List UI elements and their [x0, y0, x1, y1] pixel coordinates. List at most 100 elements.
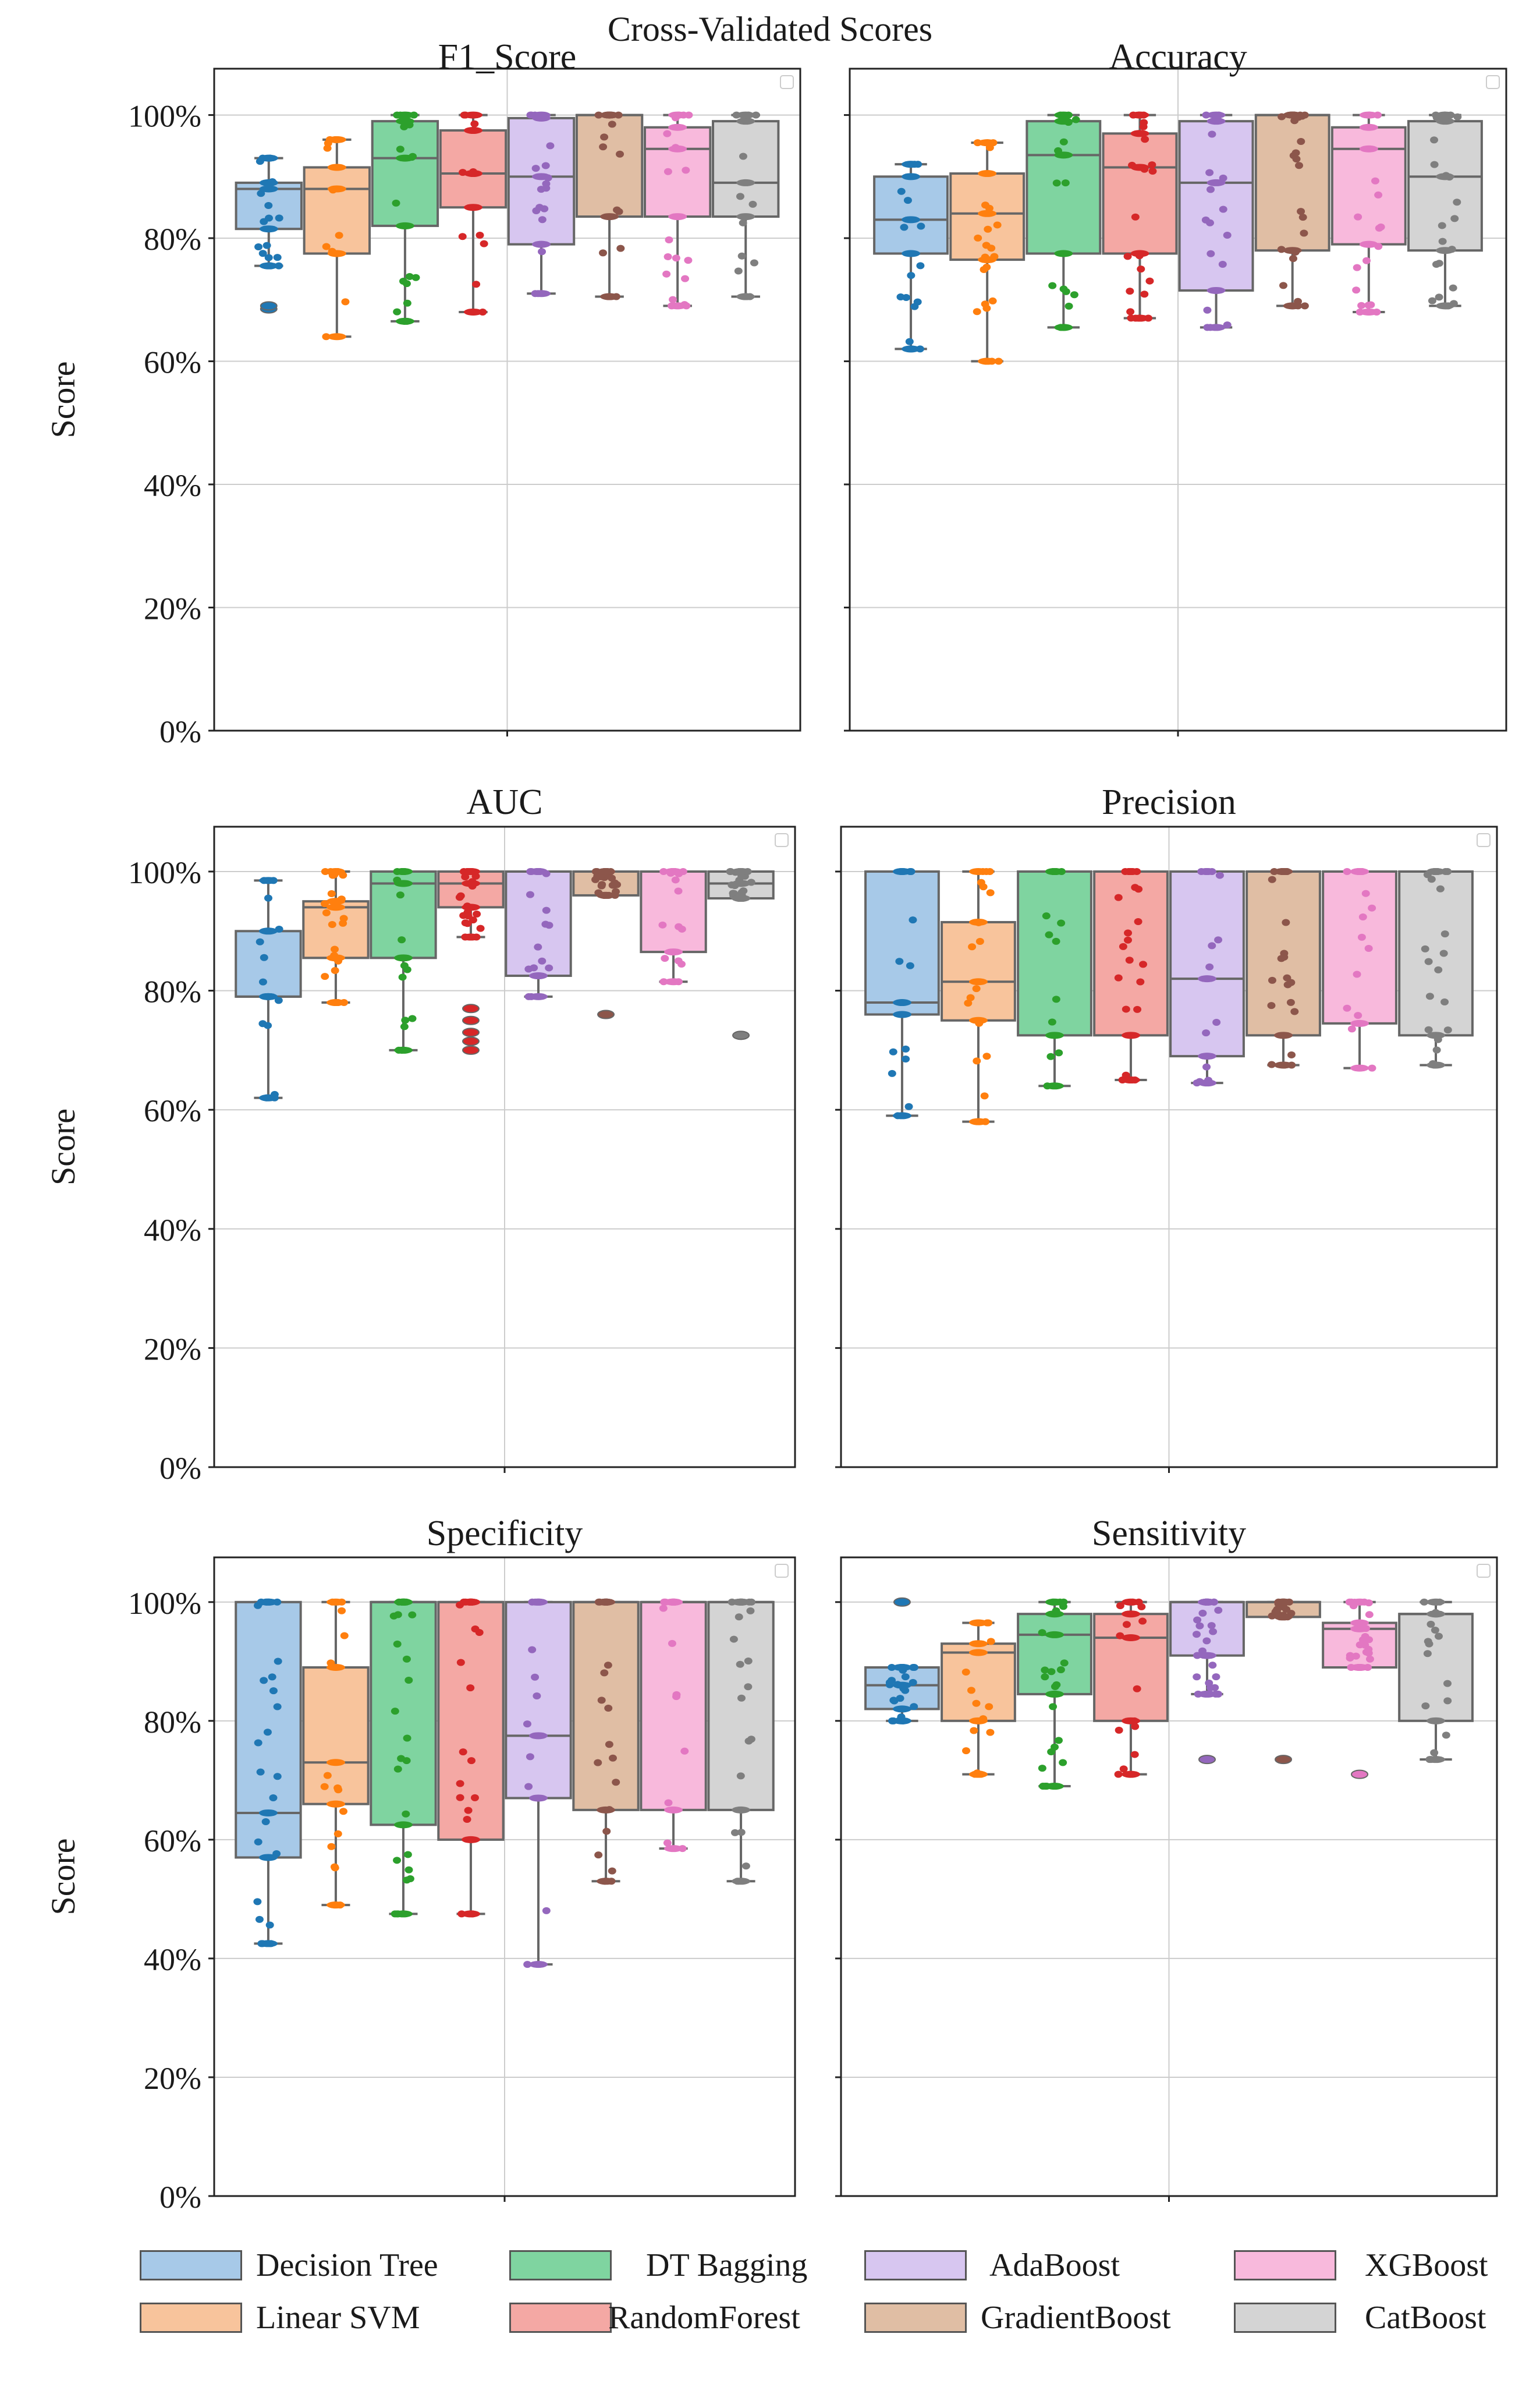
summary-point [259, 185, 278, 193]
strip-point [604, 1662, 612, 1669]
strip-point [253, 1898, 262, 1906]
strip-point [398, 973, 407, 981]
strip-point [1045, 931, 1053, 938]
summary-point [968, 1770, 988, 1778]
strip-point [917, 222, 925, 230]
legend-label: CatBoost [1365, 2300, 1486, 2336]
strip-point [254, 1838, 262, 1846]
summary-point [1121, 1770, 1140, 1778]
strip-point [1047, 1668, 1056, 1676]
y-tick-label: 80% [144, 975, 201, 1010]
strip-point [1192, 1631, 1201, 1638]
summary-point [1198, 975, 1217, 983]
summary-point [1198, 1079, 1217, 1087]
summary-point [1121, 1610, 1140, 1618]
summary-point [664, 1845, 683, 1853]
strip-point [466, 1684, 475, 1692]
strip-point [260, 218, 268, 225]
strip-point [744, 1683, 753, 1691]
box-decision-tree [864, 868, 940, 1120]
legend-swatch-linear-svm [140, 2303, 242, 2333]
legend-swatch-decision-tree [140, 2250, 242, 2280]
summary-point [968, 868, 988, 875]
y-axis-label: Score [44, 361, 82, 438]
strip-point [459, 1748, 467, 1756]
strip-point [340, 1632, 349, 1639]
strip-point [1268, 876, 1276, 883]
strip-point [1137, 265, 1145, 273]
strip-point [975, 937, 984, 945]
summary-point [1350, 868, 1369, 875]
summary-point [664, 948, 683, 956]
summary-point [1054, 324, 1073, 331]
box-adaboost [1178, 111, 1254, 331]
summary-point [327, 136, 346, 143]
summary-point [529, 993, 548, 1000]
outlier-point [462, 1045, 480, 1055]
box-dt-bagging [1017, 1598, 1092, 1790]
summary-point [597, 1806, 616, 1814]
strip-point [411, 274, 420, 281]
summary-point [326, 1664, 345, 1671]
strip-point [888, 1069, 896, 1077]
strip-point [661, 955, 669, 962]
y-tick-label: 60% [144, 1093, 201, 1128]
summary-point [1207, 118, 1226, 125]
strip-point [909, 1664, 917, 1671]
strip-point [1453, 199, 1461, 206]
summary-point [736, 111, 755, 119]
panel-title: AUC [467, 782, 543, 822]
box-catboost [712, 111, 780, 300]
legend-label: GradientBoost [981, 2300, 1171, 2336]
strip-point [1064, 302, 1073, 310]
strip-point [986, 889, 995, 897]
strip-point [258, 250, 267, 257]
strip-point [467, 1757, 476, 1765]
legend: Decision Tree DT Bagging AdaBoost XGBoos… [140, 2244, 1537, 2378]
y-tick-label: 0% [159, 1451, 201, 1486]
summary-point [1198, 1690, 1217, 1698]
box-iqr [437, 870, 505, 909]
strip-point [1343, 1004, 1351, 1012]
y-tick-label: 80% [144, 1705, 201, 1740]
summary-point [732, 880, 751, 887]
strip-point [260, 1677, 268, 1684]
summary-point [1427, 868, 1446, 875]
summary-point [1274, 868, 1293, 875]
summary-point [1359, 240, 1378, 248]
box-decision-tree [864, 1597, 940, 1724]
summary-point [736, 179, 755, 186]
summary-point [1130, 250, 1149, 257]
summary-point [326, 1800, 345, 1808]
strip-point [681, 275, 690, 282]
summary-point [259, 179, 278, 186]
strip-point [523, 1961, 532, 1968]
strip-point [1114, 1770, 1123, 1778]
summary-point [978, 256, 997, 264]
box-iqr [507, 116, 576, 246]
strip-point [734, 1613, 743, 1621]
box-gradientboost [575, 111, 644, 300]
strip-point [1364, 944, 1373, 952]
summary-point [1121, 1032, 1140, 1039]
strip-point [269, 1687, 278, 1695]
summary-point [326, 868, 345, 875]
strip-point [461, 873, 470, 881]
strip-point [1208, 942, 1216, 950]
strip-point [973, 308, 981, 316]
strip-point [1346, 1654, 1354, 1662]
strip-point [1042, 912, 1051, 920]
strip-point [1055, 1737, 1063, 1744]
summary-point [1045, 1631, 1064, 1638]
strip-point [393, 1640, 402, 1648]
strip-point [730, 1829, 739, 1836]
axes-legend-box [775, 1564, 789, 1578]
strip-point [1287, 1051, 1296, 1058]
summary-point [902, 250, 921, 257]
strip-point [275, 214, 283, 222]
summary-point [1045, 1082, 1064, 1090]
summary-point [1045, 1783, 1064, 1790]
panel-sensitivity: Sensitivity [835, 1514, 1498, 2202]
summary-point [1274, 1061, 1293, 1069]
strip-point [1048, 282, 1057, 289]
